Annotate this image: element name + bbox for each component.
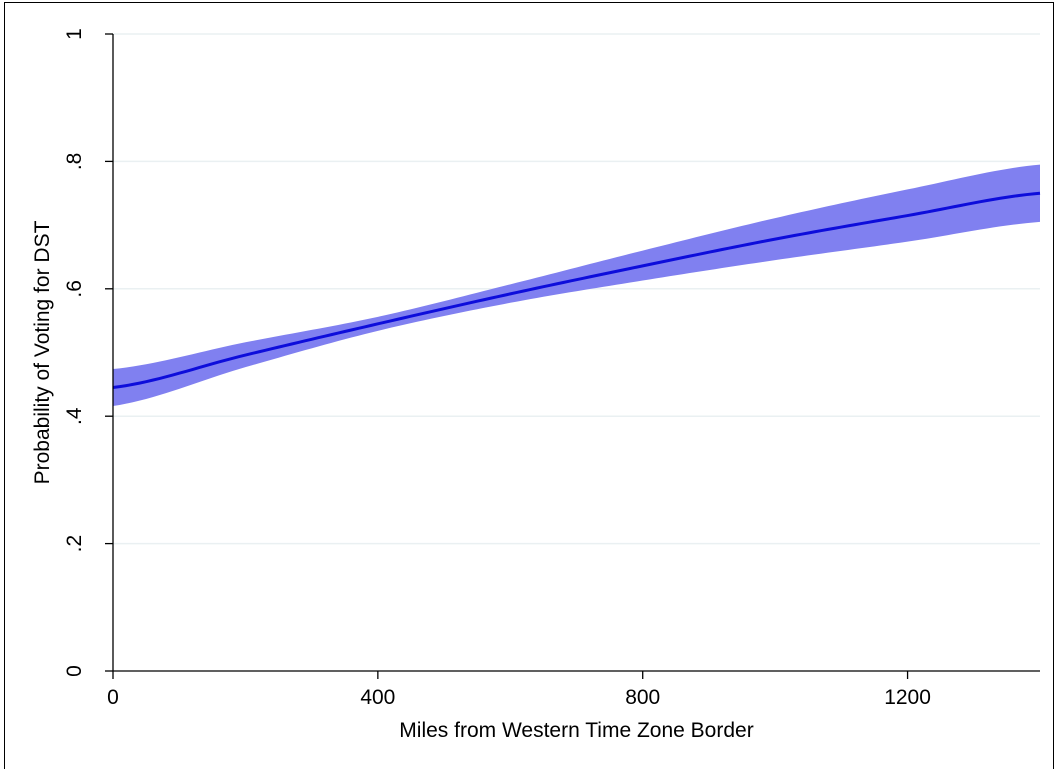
y-tick-label: .4: [63, 407, 86, 425]
y-tick-label: 0: [63, 665, 86, 677]
y-tick-label: .6: [63, 280, 86, 298]
x-tick-label: 0: [107, 686, 119, 709]
x-axis-ticks: 0 400 800 1200: [107, 671, 931, 709]
prediction-line: [112, 191, 1041, 390]
y-tick-label: 1: [63, 28, 86, 40]
prediction-line-layer: [112, 191, 1041, 390]
y-axis-title: Probability of Voting for DST: [31, 220, 54, 484]
x-axis-title: Miles from Western Time Zone Border: [399, 719, 753, 742]
y-tick-label: .2: [63, 535, 86, 553]
chart-svg: 0 400 800 1200 0 .2 .4 .6 .8 1 Miles from Wester…: [31, 28, 1041, 742]
x-tick-label: 800: [625, 686, 660, 709]
x-tick-label: 400: [360, 686, 395, 709]
x-tick-label: 1200: [884, 686, 931, 709]
chart-frame: 0 400 800 1200 0 .2 .4 .6 .8 1 Miles from Wester…: [4, 2, 1054, 769]
y-tick-label: .8: [63, 153, 86, 171]
confidence-band: [113, 164, 1040, 407]
y-axis-ticks: 0 .2 .4 .6 .8 1: [63, 28, 113, 677]
axes: [112, 34, 1040, 672]
confidence-band-layer: [113, 164, 1040, 407]
